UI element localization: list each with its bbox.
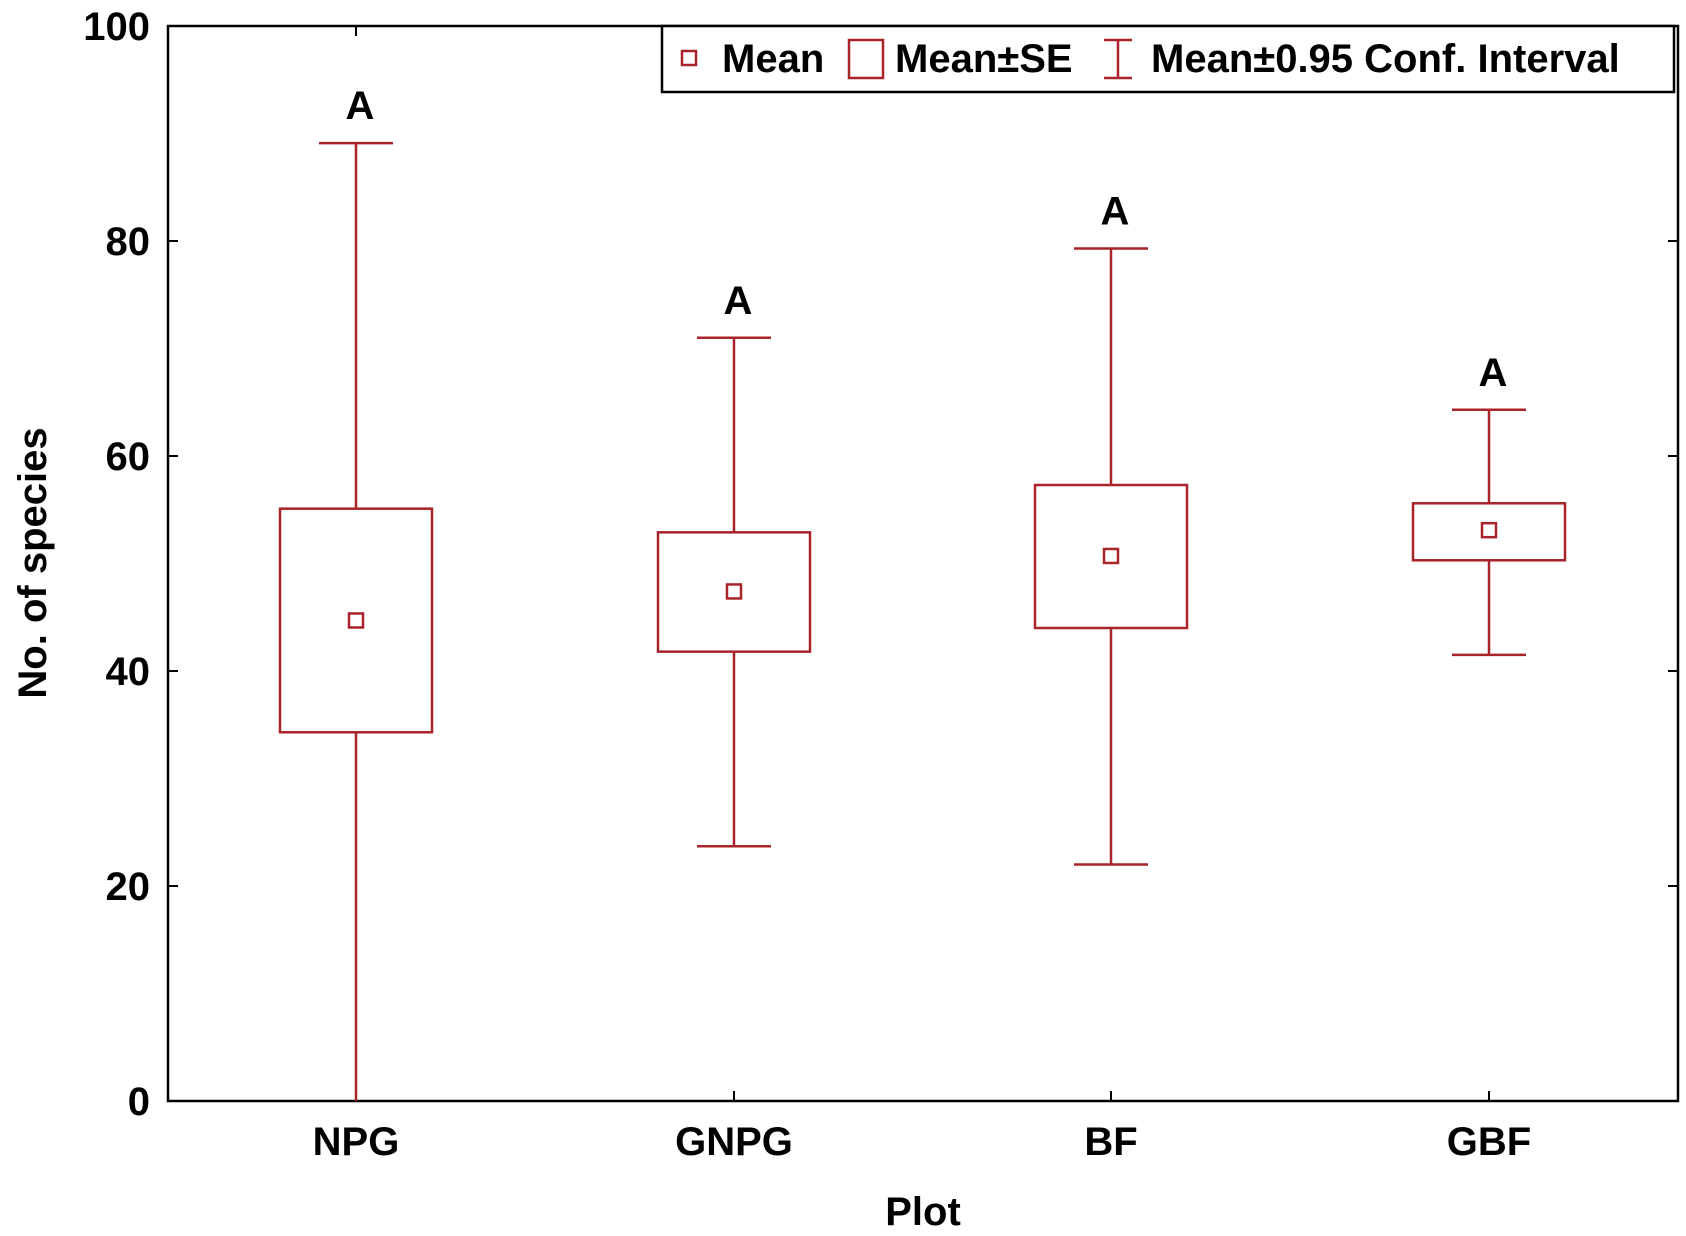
legend-ci-symbol — [1104, 38, 1132, 80]
group-letter-label: A — [724, 279, 753, 323]
legend-mean-symbol — [680, 49, 698, 67]
legend-se-label: Mean±SE — [895, 37, 1073, 81]
x-tick-label: GBF — [1447, 1120, 1531, 1164]
y-tick-label: 40 — [106, 650, 151, 694]
y-tick-label: 100 — [83, 5, 150, 49]
group-letter-label: A — [1479, 351, 1508, 395]
y-axis: 0 20 40 60 80 100 — [83, 5, 1678, 1124]
legend: Mean Mean±SE Mean±0.95 Conf. Interval — [660, 24, 1676, 94]
x-axis-title: Plot — [885, 1190, 961, 1234]
y-tick-label: 80 — [106, 220, 151, 264]
group-letter-label: A — [1101, 190, 1130, 234]
x-tick-label: GNPG — [675, 1120, 793, 1164]
box-group-gbf: A — [1411, 351, 1567, 657]
plot-marks: A A A A — [278, 84, 1567, 1101]
mean-marker — [347, 612, 365, 629]
mean-marker — [1480, 521, 1498, 539]
x-axis: NPG GNPG BF GBF — [313, 26, 1531, 1164]
box-group-npg: A — [278, 84, 434, 1101]
y-tick-label: 20 — [106, 865, 151, 909]
x-tick-label: NPG — [313, 1120, 400, 1164]
group-letter-label: A — [346, 84, 375, 128]
legend-se-symbol — [847, 38, 885, 80]
legend-ci-label: Mean±0.95 Conf. Interval — [1151, 37, 1620, 81]
mean-marker — [725, 583, 743, 600]
se-box — [1411, 502, 1567, 562]
box-group-gnpg: A — [656, 279, 812, 848]
y-tick-label: 0 — [128, 1080, 150, 1124]
mean-marker — [1102, 547, 1120, 565]
box-group-bf: A — [1033, 190, 1189, 866]
y-axis-title: No. of species — [11, 427, 55, 698]
y-tick-label: 60 — [106, 435, 151, 479]
legend-mean-label: Mean — [722, 37, 824, 81]
x-tick-label: BF — [1084, 1120, 1137, 1164]
legend-box — [660, 24, 1676, 94]
